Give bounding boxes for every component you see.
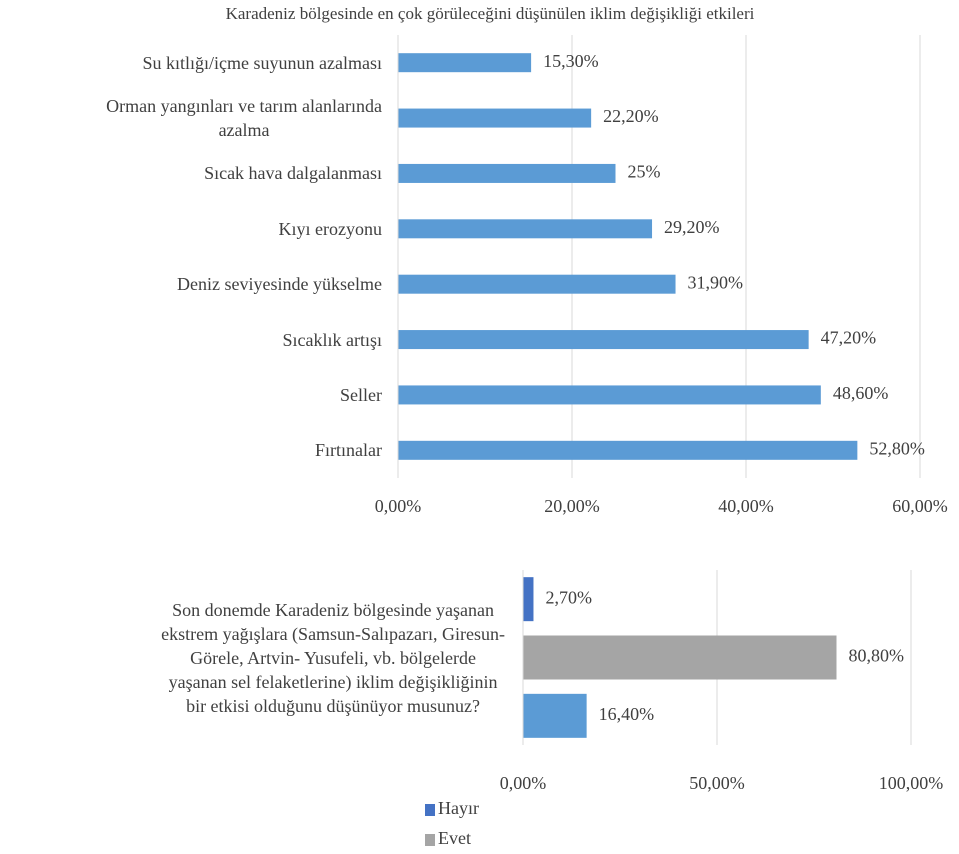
- category-label: Son donemde Karadeniz bölgesinde yaşanan…: [0, 570, 505, 745]
- x-tick-label: 60,00%: [892, 496, 948, 516]
- legend-swatch: [425, 804, 435, 816]
- legend-label: Hayır: [438, 798, 479, 818]
- category-text: Sıcaklık artışı: [282, 329, 382, 350]
- bar: [398, 53, 532, 73]
- value-label: 52,80%: [869, 438, 925, 458]
- category-text: Fırtınalar: [315, 440, 382, 461]
- category-label: Sıcaklık artışı: [0, 312, 382, 367]
- category-text: Seller: [340, 384, 382, 405]
- category-text: Deniz seviyesinde yükselme: [177, 274, 382, 295]
- bar: [398, 440, 858, 460]
- bar: [523, 635, 837, 680]
- bar: [398, 219, 653, 239]
- category-text: Orman yangınları ve tarım alanlarında az…: [106, 96, 382, 141]
- category-label: Orman yangınları ve tarım alanlarında az…: [0, 90, 382, 145]
- bar: [398, 274, 676, 294]
- bar: [523, 577, 534, 622]
- value-label: 15,30%: [543, 51, 599, 71]
- category-text: Kıyı erozyonu: [278, 218, 382, 239]
- x-tick-label: 0,00%: [375, 496, 422, 516]
- bar: [398, 108, 592, 128]
- value-label: 48,60%: [833, 383, 889, 403]
- legend-label: Evet: [438, 828, 471, 848]
- value-label: 16,40%: [599, 704, 655, 724]
- x-tick-label: 100,00%: [879, 773, 944, 793]
- x-tick-label: 50,00%: [689, 773, 745, 793]
- category-text: Sıcak hava dalgalanması: [204, 163, 382, 184]
- category-label: Deniz seviyesinde yükselme: [0, 257, 382, 312]
- category-label: Su kıtlığı/içme suyunun azalması: [0, 35, 382, 90]
- chart-title: Karadeniz bölgesinde en çok görüleceğini…: [226, 4, 755, 23]
- category-text: Su kıtlığı/içme suyunun azalması: [142, 52, 382, 73]
- bar: [398, 330, 809, 350]
- value-label: 80,80%: [849, 646, 905, 666]
- bar: [523, 693, 587, 738]
- bar: [398, 163, 616, 183]
- x-tick-label: 20,00%: [544, 496, 600, 516]
- bar: [398, 385, 821, 405]
- value-label: 2,70%: [545, 587, 592, 607]
- category-label: Fırtınalar: [0, 423, 382, 478]
- value-label: 22,20%: [603, 106, 659, 126]
- category-label: Sıcak hava dalgalanması: [0, 146, 382, 201]
- x-tick-label: 40,00%: [718, 496, 774, 516]
- legend-swatch: [425, 834, 435, 846]
- value-label: 25%: [628, 162, 661, 182]
- value-label: 47,20%: [821, 328, 877, 348]
- x-tick-label: 0,00%: [500, 773, 547, 793]
- category-label: Seller: [0, 367, 382, 422]
- category-label: Kıyı erozyonu: [0, 201, 382, 256]
- category-text: Son donemde Karadeniz bölgesinde yaşanan…: [161, 599, 505, 716]
- value-label: 29,20%: [664, 217, 720, 237]
- value-label: 31,90%: [688, 272, 744, 292]
